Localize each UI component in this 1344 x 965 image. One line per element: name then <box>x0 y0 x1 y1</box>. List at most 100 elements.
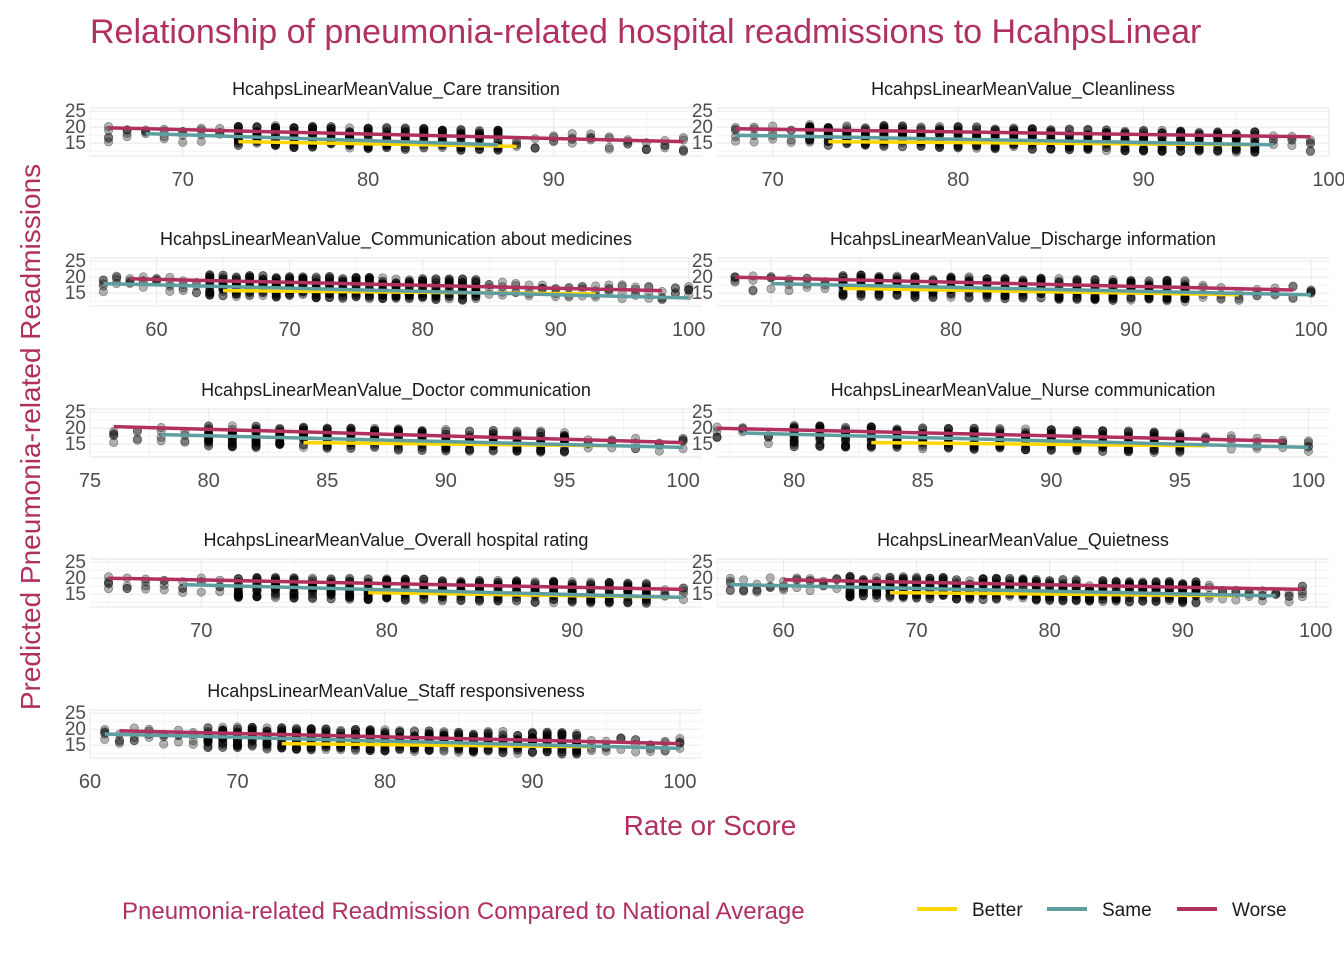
x-tick-label: 90 <box>545 319 567 341</box>
data-point <box>130 736 138 744</box>
data-point <box>271 592 279 600</box>
y-tick-label: 25 <box>65 402 86 423</box>
x-tick-label: 90 <box>521 771 543 793</box>
data-point <box>857 290 865 298</box>
x-tick-label: 85 <box>316 470 338 492</box>
data-point <box>846 593 854 601</box>
data-point <box>364 124 372 132</box>
x-tick-label: 80 <box>940 319 962 341</box>
data-point <box>1121 146 1129 154</box>
data-point <box>790 442 798 450</box>
x-tick-label: 70 <box>278 319 300 341</box>
panel-6: HcahpsLinearMeanValue_Nurse communicatio… <box>692 380 1329 492</box>
data-point <box>123 582 131 590</box>
data-point <box>312 294 320 302</box>
data-point <box>457 596 465 604</box>
data-point <box>351 727 359 735</box>
x-tick-label: 90 <box>1132 169 1154 191</box>
panel-2: HcahpsLinearMeanValue_Cleanliness1520257… <box>692 79 1344 191</box>
data-point <box>248 741 256 749</box>
x-tick-label: 80 <box>357 169 379 191</box>
y-tick-label: 25 <box>65 101 86 122</box>
data-point <box>642 599 650 607</box>
y-tick-label: 25 <box>692 552 713 573</box>
data-point <box>1192 599 1200 607</box>
x-tick-label: 60 <box>772 620 794 642</box>
data-point <box>141 585 149 593</box>
data-point <box>1055 294 1063 302</box>
panel-1: HcahpsLinearMeanValue_Care transition152… <box>65 79 702 191</box>
data-point <box>104 134 112 142</box>
data-point <box>1028 145 1036 153</box>
data-point <box>115 739 123 747</box>
data-point <box>726 574 734 582</box>
data-point <box>1152 597 1160 605</box>
data-point <box>189 740 197 748</box>
x-tick-label: 80 <box>376 620 398 642</box>
data-point <box>219 739 227 747</box>
data-point <box>465 446 473 454</box>
data-point <box>232 292 240 300</box>
data-point <box>160 740 168 748</box>
y-tick-label: 25 <box>65 703 86 724</box>
data-point <box>1127 276 1135 284</box>
data-point <box>197 588 205 596</box>
x-tick-label: 100 <box>1299 620 1332 642</box>
y-tick-label: 25 <box>692 101 713 122</box>
x-tick-label: 80 <box>411 319 433 341</box>
data-point <box>160 581 168 589</box>
x-tick-label: 80 <box>374 771 396 793</box>
data-point <box>767 285 775 293</box>
x-tick-label: 95 <box>553 470 575 492</box>
data-point <box>954 122 962 130</box>
data-point <box>739 585 747 593</box>
panels-layer: HcahpsLinearMeanValue_Care transition152… <box>65 79 1344 793</box>
data-point <box>806 138 814 146</box>
data-point <box>749 287 757 295</box>
panel-9: HcahpsLinearMeanValue_Staff responsivene… <box>65 681 702 793</box>
x-tick-label: 80 <box>1038 620 1060 642</box>
data-point <box>713 433 721 441</box>
data-point <box>1109 296 1117 304</box>
x-axis-label: Rate or Score <box>624 810 797 841</box>
data-point <box>234 589 242 597</box>
data-point <box>587 598 595 606</box>
panel-title: HcahpsLinearMeanValue_Overall hospital r… <box>204 530 589 551</box>
x-tick-label: 60 <box>79 771 101 793</box>
data-point <box>568 129 576 137</box>
data-point <box>401 596 409 604</box>
data-point <box>494 126 502 134</box>
x-tick-label: 90 <box>1120 319 1142 341</box>
data-point <box>972 123 980 131</box>
x-tick-label: 90 <box>1172 620 1194 642</box>
data-point <box>322 725 330 733</box>
data-point <box>475 126 483 134</box>
x-tick-label: 90 <box>543 169 565 191</box>
x-tick-label: 95 <box>1169 470 1191 492</box>
data-point <box>1298 592 1306 600</box>
x-tick-label: 80 <box>783 470 805 492</box>
data-point <box>1072 596 1080 604</box>
data-point <box>726 586 734 594</box>
y-axis-label: Predicted Pneumonia-related Readmissions <box>15 164 46 710</box>
x-tick-label: 60 <box>145 319 167 341</box>
x-tick-label: 100 <box>1294 319 1327 341</box>
data-point <box>1152 577 1160 585</box>
data-point <box>345 594 353 602</box>
x-tick-label: 100 <box>1292 470 1325 492</box>
data-point <box>351 746 359 754</box>
data-point <box>276 440 284 448</box>
x-tick-label: 70 <box>905 620 927 642</box>
data-point <box>1158 145 1166 153</box>
panel-title: HcahpsLinearMeanValue_Nurse communicatio… <box>831 380 1216 401</box>
x-tick-label: 100 <box>666 470 699 492</box>
x-tick-label: 70 <box>190 620 212 642</box>
panel-title: HcahpsLinearMeanValue_Staff responsivene… <box>207 681 585 702</box>
chart-title: Relationship of pneumonia-related hospit… <box>90 13 1201 51</box>
panel-title: HcahpsLinearMeanValue_Quietness <box>877 530 1169 551</box>
data-point <box>671 289 679 297</box>
panel-title: HcahpsLinearMeanValue_Discharge informat… <box>830 229 1216 250</box>
data-point <box>432 295 440 303</box>
data-point <box>1037 294 1045 302</box>
